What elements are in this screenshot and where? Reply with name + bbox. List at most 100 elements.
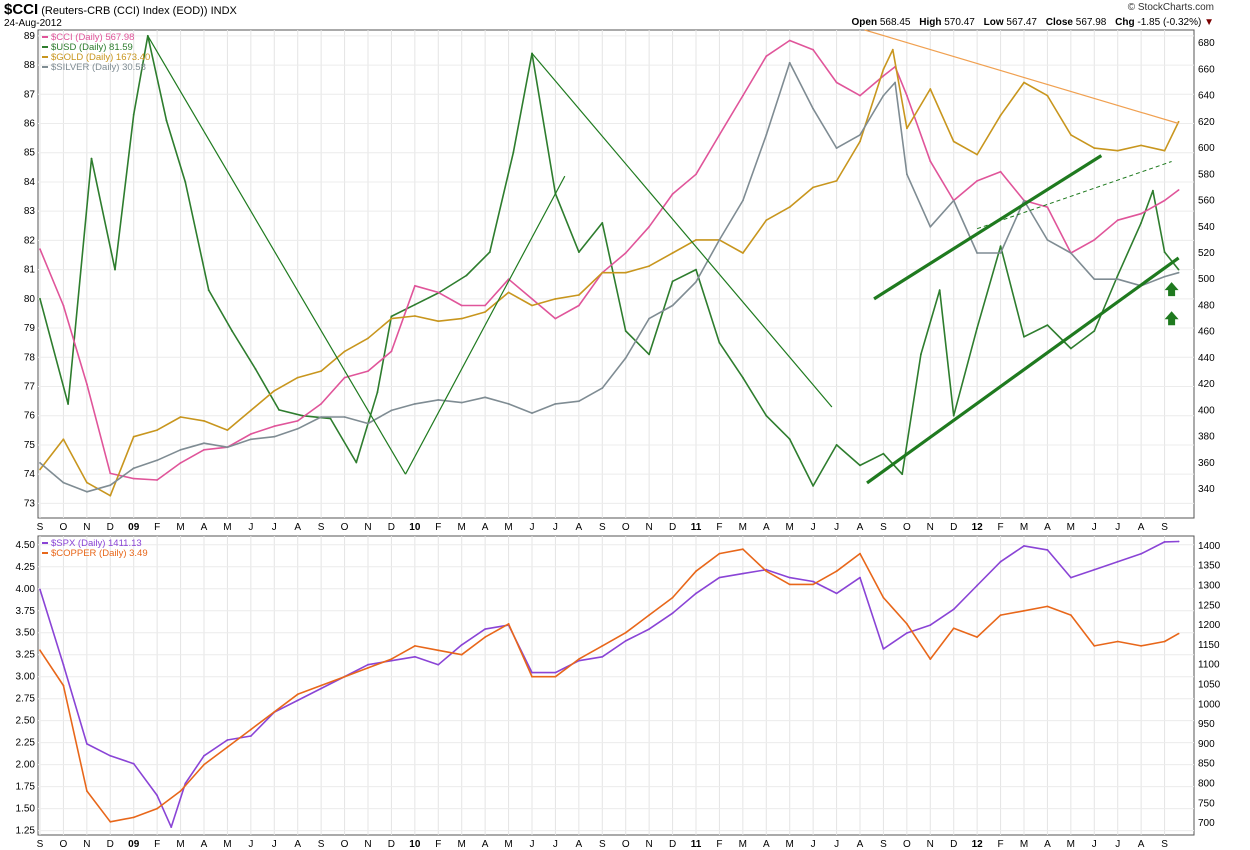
data-point <box>203 420 205 422</box>
high-label: High <box>919 17 942 28</box>
data-point <box>184 181 187 183</box>
data-point <box>1116 219 1119 222</box>
data-point <box>1023 199 1025 202</box>
data-point <box>62 438 65 441</box>
data-point <box>437 649 440 652</box>
data-point <box>484 311 486 313</box>
data-point <box>273 435 276 438</box>
legend-label: $GOLD (Daily) 1673.40 <box>51 52 150 63</box>
left-y-tick-label: 80 <box>24 294 36 305</box>
data-point <box>1116 560 1119 563</box>
data-point <box>278 409 280 411</box>
data-point <box>882 648 885 650</box>
data-point <box>343 675 346 678</box>
left-y-tick-label: 76 <box>24 411 36 422</box>
data-point <box>648 353 650 356</box>
x-tick-label: 09 <box>128 522 140 533</box>
data-point <box>109 472 112 475</box>
left-y-tick-label: 84 <box>24 177 36 188</box>
data-point <box>203 754 205 757</box>
data-point <box>695 268 697 271</box>
right-y-tick-label: 460 <box>1198 327 1215 338</box>
open-value: 568.45 <box>879 17 911 28</box>
data-point <box>1070 252 1072 254</box>
data-point <box>1070 576 1072 579</box>
data-point <box>976 180 978 182</box>
symbol-description: (Reuters-CRB (CCI) Index (EOD)) <box>41 5 208 17</box>
right-y-tick-label: 1100 <box>1198 660 1220 671</box>
right-y-tick-label: 640 <box>1198 91 1215 102</box>
data-point <box>343 376 346 379</box>
left-y-tick-label: 1.75 <box>16 782 36 793</box>
data-point <box>86 743 88 745</box>
data-point <box>320 684 322 687</box>
data-point <box>1140 212 1142 215</box>
up-arrow-icon <box>1164 282 1179 297</box>
data-point <box>39 588 41 591</box>
data-point <box>1140 222 1142 224</box>
data-point <box>250 438 252 441</box>
x-tick-label: O <box>622 522 630 533</box>
ohlc-readout: Open 568.45 High 570.47 Low 567.47 Close… <box>846 17 1214 28</box>
data-point <box>343 416 346 418</box>
data-point <box>132 467 135 470</box>
x-tick-label: O <box>622 839 630 850</box>
right-y-tick-label: 600 <box>1198 143 1215 154</box>
data-point <box>835 592 838 595</box>
data-point <box>882 75 885 77</box>
data-point <box>484 628 486 630</box>
x-tick-label: A <box>1138 839 1145 850</box>
data-point <box>414 315 416 317</box>
x-tick-label: O <box>60 839 68 850</box>
bottom-panel: S O N D 09 F M A M J J A S O N D 10 F M A M J J A S O N D 11 F M A M J J A S… <box>16 535 1221 850</box>
data-point <box>62 481 65 484</box>
data-point <box>437 663 440 666</box>
x-tick-label: J <box>1092 522 1097 533</box>
x-tick-label: D <box>669 522 676 533</box>
right-y-tick-label: 1400 <box>1198 541 1221 552</box>
data-point <box>179 416 182 418</box>
data-point <box>906 173 908 176</box>
data-point <box>671 193 674 195</box>
data-point <box>788 206 791 209</box>
data-point <box>835 444 838 446</box>
data-point <box>952 140 955 143</box>
trendline <box>531 52 833 408</box>
right-y-tick-label: 1150 <box>1198 640 1220 651</box>
x-tick-label: F <box>716 522 722 533</box>
x-tick-label: M <box>786 522 794 533</box>
left-y-tick-label: 81 <box>24 265 36 276</box>
data-point <box>835 147 838 150</box>
x-tick-label: 09 <box>128 839 140 850</box>
data-point <box>952 627 955 630</box>
right-y-tick-label: 680 <box>1198 38 1215 49</box>
data-point <box>671 596 674 599</box>
left-y-tick-label: 73 <box>24 498 36 509</box>
data-point <box>488 251 491 254</box>
right-y-tick-label: 1350 <box>1198 561 1221 572</box>
x-tick-label: N <box>646 522 653 533</box>
left-y-tick-label: 87 <box>24 89 36 100</box>
x-tick-label: A <box>294 522 301 533</box>
data-point <box>648 225 650 228</box>
data-point <box>86 490 88 493</box>
data-point <box>156 807 159 810</box>
data-point <box>554 675 557 678</box>
data-point <box>765 134 768 136</box>
x-tick-label: M <box>739 839 747 850</box>
data-point <box>765 414 768 417</box>
data-point <box>367 337 369 340</box>
data-point <box>891 48 894 51</box>
data-point <box>86 790 88 792</box>
data-point <box>1093 239 1096 241</box>
x-tick-label: O <box>341 839 349 850</box>
data-point <box>999 170 1002 173</box>
data-point <box>437 320 440 323</box>
x-tick-label: A <box>763 839 770 850</box>
data-point <box>203 763 205 766</box>
data-point <box>1023 545 1025 547</box>
x-tick-label: D <box>950 522 957 533</box>
data-point <box>859 552 861 555</box>
data-point <box>376 391 379 394</box>
data-point <box>531 675 533 678</box>
